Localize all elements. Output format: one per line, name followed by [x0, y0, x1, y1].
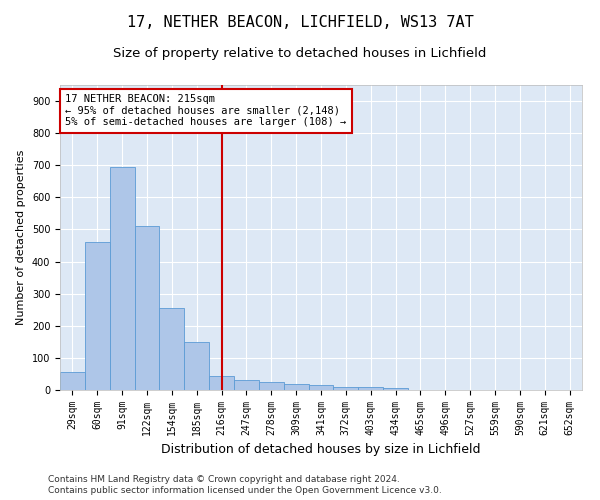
Bar — [160, 308, 184, 390]
Bar — [358, 387, 383, 390]
Bar — [284, 384, 308, 390]
Bar — [60, 372, 85, 390]
Bar — [334, 387, 358, 390]
Text: 17, NETHER BEACON, LICHFIELD, WS13 7AT: 17, NETHER BEACON, LICHFIELD, WS13 7AT — [127, 15, 473, 30]
Bar — [234, 380, 259, 390]
Bar — [110, 167, 134, 390]
Bar — [184, 342, 209, 390]
Text: 17 NETHER BEACON: 215sqm
← 95% of detached houses are smaller (2,148)
5% of semi: 17 NETHER BEACON: 215sqm ← 95% of detach… — [65, 94, 346, 128]
Text: Size of property relative to detached houses in Lichfield: Size of property relative to detached ho… — [113, 48, 487, 60]
Y-axis label: Number of detached properties: Number of detached properties — [16, 150, 26, 325]
Bar — [209, 376, 234, 390]
Bar — [259, 382, 284, 390]
Bar — [383, 388, 408, 390]
X-axis label: Distribution of detached houses by size in Lichfield: Distribution of detached houses by size … — [161, 444, 481, 456]
Bar — [308, 385, 334, 390]
Text: Contains HM Land Registry data © Crown copyright and database right 2024.: Contains HM Land Registry data © Crown c… — [48, 475, 400, 484]
Bar — [134, 226, 160, 390]
Bar — [85, 242, 110, 390]
Text: Contains public sector information licensed under the Open Government Licence v3: Contains public sector information licen… — [48, 486, 442, 495]
